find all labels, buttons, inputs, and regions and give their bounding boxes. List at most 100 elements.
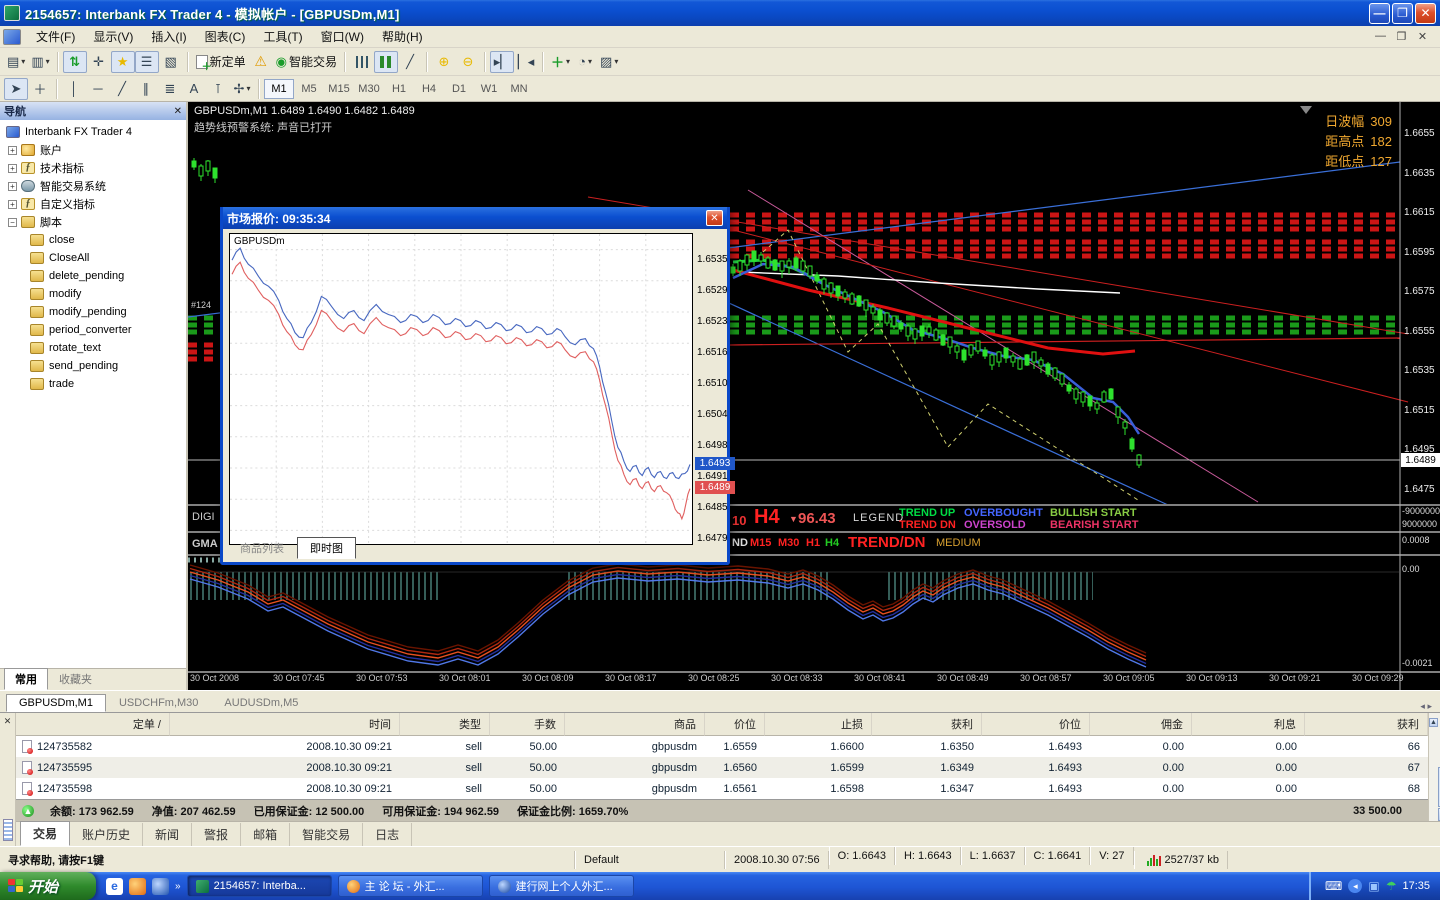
cursor-button[interactable]: ➤ — [4, 77, 28, 100]
taskbar-window-forum[interactable]: 主 论 坛 - 外汇... — [337, 875, 483, 897]
popup-close-button[interactable]: ✕ — [706, 210, 723, 226]
tree-group-indicators[interactable]: + ƒ 技术指标 — [0, 159, 186, 177]
tree-script-item[interactable]: close — [0, 231, 186, 249]
tree-script-item[interactable]: trade — [0, 375, 186, 393]
strategy-tester-button[interactable]: ▧ — [164, 53, 177, 69]
chart-tab[interactable]: USDCHFm,M30 — [118, 697, 199, 709]
mdi-minimize-button[interactable]: — — [1375, 30, 1386, 42]
close-button[interactable]: ✕ — [1415, 2, 1436, 24]
candlestick-button[interactable] — [374, 50, 398, 73]
quick-launch-expand-icon[interactable]: » — [175, 880, 181, 892]
trendline-button[interactable]: ╱ — [118, 80, 126, 96]
line-chart-button[interactable]: ╱ — [406, 53, 414, 69]
minimize-button[interactable]: — — [1369, 2, 1390, 24]
market-watch-popup[interactable]: 市场报价: 09:35:34 ✕ GBPUSDm 1.6535 1.6529 1.6… — [220, 207, 735, 565]
metaeditor-button[interactable]: ⚠ — [254, 53, 267, 69]
scrollbar-thumb[interactable] — [1437, 767, 1440, 807]
tree-script-item[interactable]: send_pending — [0, 357, 186, 375]
orders-column-header[interactable]: 获利 — [872, 713, 982, 736]
navigator-tab[interactable]: 常用 — [4, 668, 48, 690]
text-button[interactable]: A — [189, 81, 199, 96]
chart-area[interactable]: GBPUSDm,M1 1.6489 1.6490 1.6482 1.6489 趋… — [188, 102, 1440, 690]
chart-shift-button[interactable]: ▏◂ — [517, 53, 535, 69]
tree-script-item[interactable]: modify_pending — [0, 303, 186, 321]
menu-item[interactable]: 图表(C) — [204, 30, 246, 44]
terminal-button[interactable]: ☰ — [134, 50, 159, 73]
navigator-button[interactable]: ★ — [110, 50, 135, 73]
order-row[interactable]: 124735595 2008.10.30 09:21 sell 50.00 gbpus… — [16, 757, 1428, 778]
orders-column-header[interactable]: 手数 — [490, 713, 565, 736]
terminal-grip[interactable] — [3, 819, 13, 841]
terminal-tab[interactable]: 账户历史 — [70, 823, 144, 846]
terminal-tab[interactable]: 邮箱 — [241, 823, 291, 846]
tray-collapse-icon[interactable]: ◂ — [1348, 879, 1363, 893]
maximize-button[interactable]: ❐ — [1392, 2, 1413, 24]
tree-script-item[interactable]: rotate_text — [0, 339, 186, 357]
terminal-tab[interactable]: 智能交易 — [290, 823, 364, 846]
chart-tab[interactable]: AUDUSDm,M5 — [224, 697, 299, 709]
tree-group-accounts[interactable]: + 账户 — [0, 141, 186, 159]
tab-scroll-left-icon[interactable]: ◂ — [1420, 701, 1425, 711]
popup-tab[interactable]: 商品列表 — [240, 543, 284, 555]
arrows-button[interactable]: ✢ ▾ — [233, 80, 251, 96]
firefox-icon[interactable] — [129, 877, 146, 895]
order-row[interactable]: 124735582 2008.10.30 09:21 sell 50.00 gbpus… — [16, 736, 1428, 757]
mdi-close-button[interactable]: ✕ — [1417, 31, 1428, 43]
orders-column-header[interactable]: 定单 / — [16, 713, 170, 736]
start-button[interactable]: 开始 — [0, 872, 96, 900]
orders-column-header[interactable]: 商品 — [565, 713, 705, 736]
timeframe-button[interactable]: H4 — [421, 82, 437, 95]
navigator-tab[interactable]: 收藏夹 — [59, 674, 92, 686]
terminal-tab[interactable]: 日志 — [363, 823, 413, 846]
timeframe-button[interactable]: D1 — [451, 82, 467, 95]
timeframe-button[interactable]: M15 — [328, 82, 350, 95]
timeframe-button[interactable]: H1 — [391, 82, 407, 95]
profiles-button[interactable]: ▥ ▾ — [31, 53, 50, 69]
data-window-button[interactable]: ✛ — [93, 53, 105, 69]
popup-tab[interactable]: 即时图 — [297, 537, 356, 559]
menu-item[interactable]: 显示(V) — [93, 30, 134, 44]
channel-button[interactable]: ∥ — [142, 80, 150, 96]
chart-tab[interactable]: GBPUSDm,M1 — [6, 694, 106, 712]
fibonacci-button[interactable]: ≣ — [164, 80, 176, 96]
orders-column-header[interactable]: 时间 — [170, 713, 400, 736]
market-watch-button[interactable]: ⇅ — [62, 50, 87, 73]
zoom-out-button[interactable]: ⊖ — [462, 53, 474, 69]
scroll-up-icon[interactable]: ▲ — [1429, 718, 1438, 727]
tab-scroll-right-icon[interactable]: ▸ — [1427, 701, 1432, 711]
popup-title-bar[interactable]: 市场报价: 09:35:34 ✕ — [223, 207, 727, 229]
ie-icon[interactable]: e — [106, 877, 123, 895]
indicators-button[interactable]: ＋ ▾ — [551, 55, 571, 70]
zoom-in-button[interactable]: ⊕ — [438, 53, 450, 69]
bar-chart-button[interactable] — [350, 51, 374, 73]
keyboard-layout-icon[interactable]: ⌨ — [1325, 879, 1343, 893]
text-label-button[interactable]: ⊺ — [214, 80, 222, 96]
messenger-icon[interactable] — [152, 877, 169, 895]
network-icon[interactable]: ▣ — [1368, 879, 1380, 893]
terminal-tab[interactable]: 新闻 — [143, 823, 193, 846]
new-order-button[interactable]: 新定单 — [193, 51, 249, 73]
orders-column-header[interactable]: 价位 — [705, 713, 765, 736]
expert-advisors-button[interactable]: ◉ 智能交易 — [275, 53, 337, 70]
timeframe-button[interactable]: MN — [510, 82, 528, 95]
tree-script-item[interactable]: CloseAll — [0, 249, 186, 267]
menu-item[interactable]: 插入(I) — [151, 30, 187, 44]
terminal-tab[interactable]: 交易 — [20, 821, 71, 846]
timeframe-button[interactable]: W1 — [480, 82, 498, 95]
tree-root[interactable]: Interbank FX Trader 4 — [0, 123, 186, 141]
tree-script-item[interactable]: modify — [0, 285, 186, 303]
scroll-down-icon[interactable]: ▼ — [1437, 808, 1440, 821]
tree-group-experts[interactable]: + 智能交易系统 — [0, 177, 186, 195]
terminal-scrollbar[interactable]: ▲ ▼ — [1428, 713, 1440, 821]
terminal-close-button[interactable]: ✕ — [3, 716, 12, 726]
menu-item[interactable]: 文件(F) — [36, 30, 76, 44]
vertical-line-button[interactable]: │ — [69, 81, 79, 96]
timeframe-button[interactable]: M1 — [264, 78, 294, 99]
taskbar-window-mt4[interactable]: 2154657: Interba... — [186, 875, 332, 897]
menu-item[interactable]: 工具(T) — [263, 30, 303, 44]
terminal-tab[interactable]: 警报 — [192, 823, 242, 846]
periods-button[interactable]: ◔ ▾ — [578, 54, 592, 69]
orders-column-header[interactable]: 止损 — [765, 713, 872, 736]
new-chart-button[interactable]: ▤ ▾ — [7, 53, 26, 69]
order-row[interactable]: 124735598 2008.10.30 09:21 sell 50.00 gbpus… — [16, 778, 1428, 799]
